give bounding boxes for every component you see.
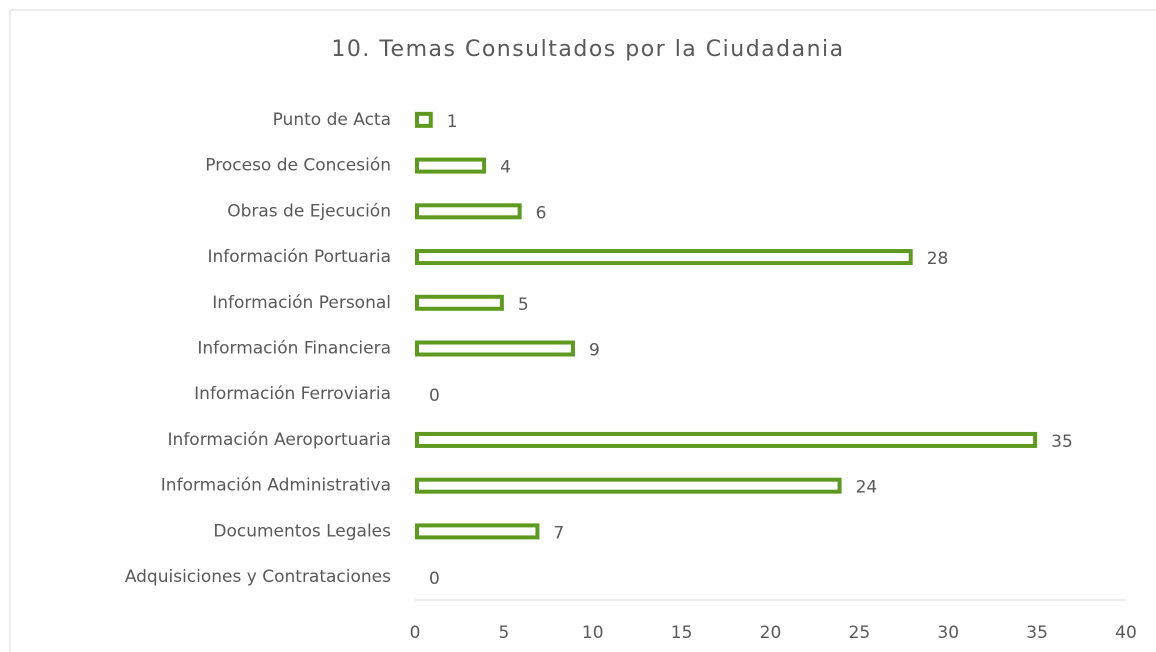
bar xyxy=(415,294,504,311)
value-label: 0 xyxy=(429,569,440,589)
value-label: 35 xyxy=(1051,432,1073,452)
x-tick-label: 25 xyxy=(849,623,871,643)
value-label: 5 xyxy=(518,295,529,315)
value-label: 9 xyxy=(589,341,600,361)
bar xyxy=(415,523,540,540)
x-tick-label: 0 xyxy=(410,623,421,643)
bar xyxy=(415,111,433,128)
bar xyxy=(415,157,487,174)
bar xyxy=(415,249,913,266)
x-tick-label: 5 xyxy=(498,623,509,643)
y-tick-label: Obras de Ejecución xyxy=(227,201,391,221)
y-tick-label: Adquisiciones y Contrataciones xyxy=(125,567,391,587)
y-tick-label: Información Ferroviaria xyxy=(194,384,391,404)
bar xyxy=(415,431,1038,448)
value-label: 1 xyxy=(447,112,458,132)
y-tick-label: Punto de Acta xyxy=(273,110,391,130)
value-label: 0 xyxy=(429,386,440,406)
y-tick-label: Información Portuaria xyxy=(207,247,391,267)
y-tick-label: Información Personal xyxy=(212,293,391,313)
chart-title: 10. Temas Consultados por la Ciudadania xyxy=(331,37,844,62)
y-tick-label: Proceso de Concesión xyxy=(205,156,391,176)
value-label: 28 xyxy=(927,249,949,269)
bar xyxy=(415,477,842,494)
y-tick-label: Documentos Legales xyxy=(213,521,391,541)
x-tick-label: 10 xyxy=(582,623,604,643)
x-tick-label: 35 xyxy=(1026,623,1048,643)
x-tick-label: 40 xyxy=(1115,623,1137,643)
value-label: 7 xyxy=(553,523,564,543)
value-label: 4 xyxy=(500,158,511,178)
bar xyxy=(415,340,575,357)
chart-frame xyxy=(9,9,1156,652)
bar xyxy=(415,203,522,220)
x-tick-label: 15 xyxy=(671,623,693,643)
value-label: 24 xyxy=(856,478,878,498)
y-tick-label: Información Financiera xyxy=(197,339,391,359)
x-tick-label: 30 xyxy=(937,623,959,643)
y-tick-label: Información Administrativa xyxy=(161,476,391,496)
value-label: 6 xyxy=(536,203,547,223)
y-tick-label: Información Aeroportuaria xyxy=(168,430,391,450)
x-tick-label: 20 xyxy=(760,623,782,643)
